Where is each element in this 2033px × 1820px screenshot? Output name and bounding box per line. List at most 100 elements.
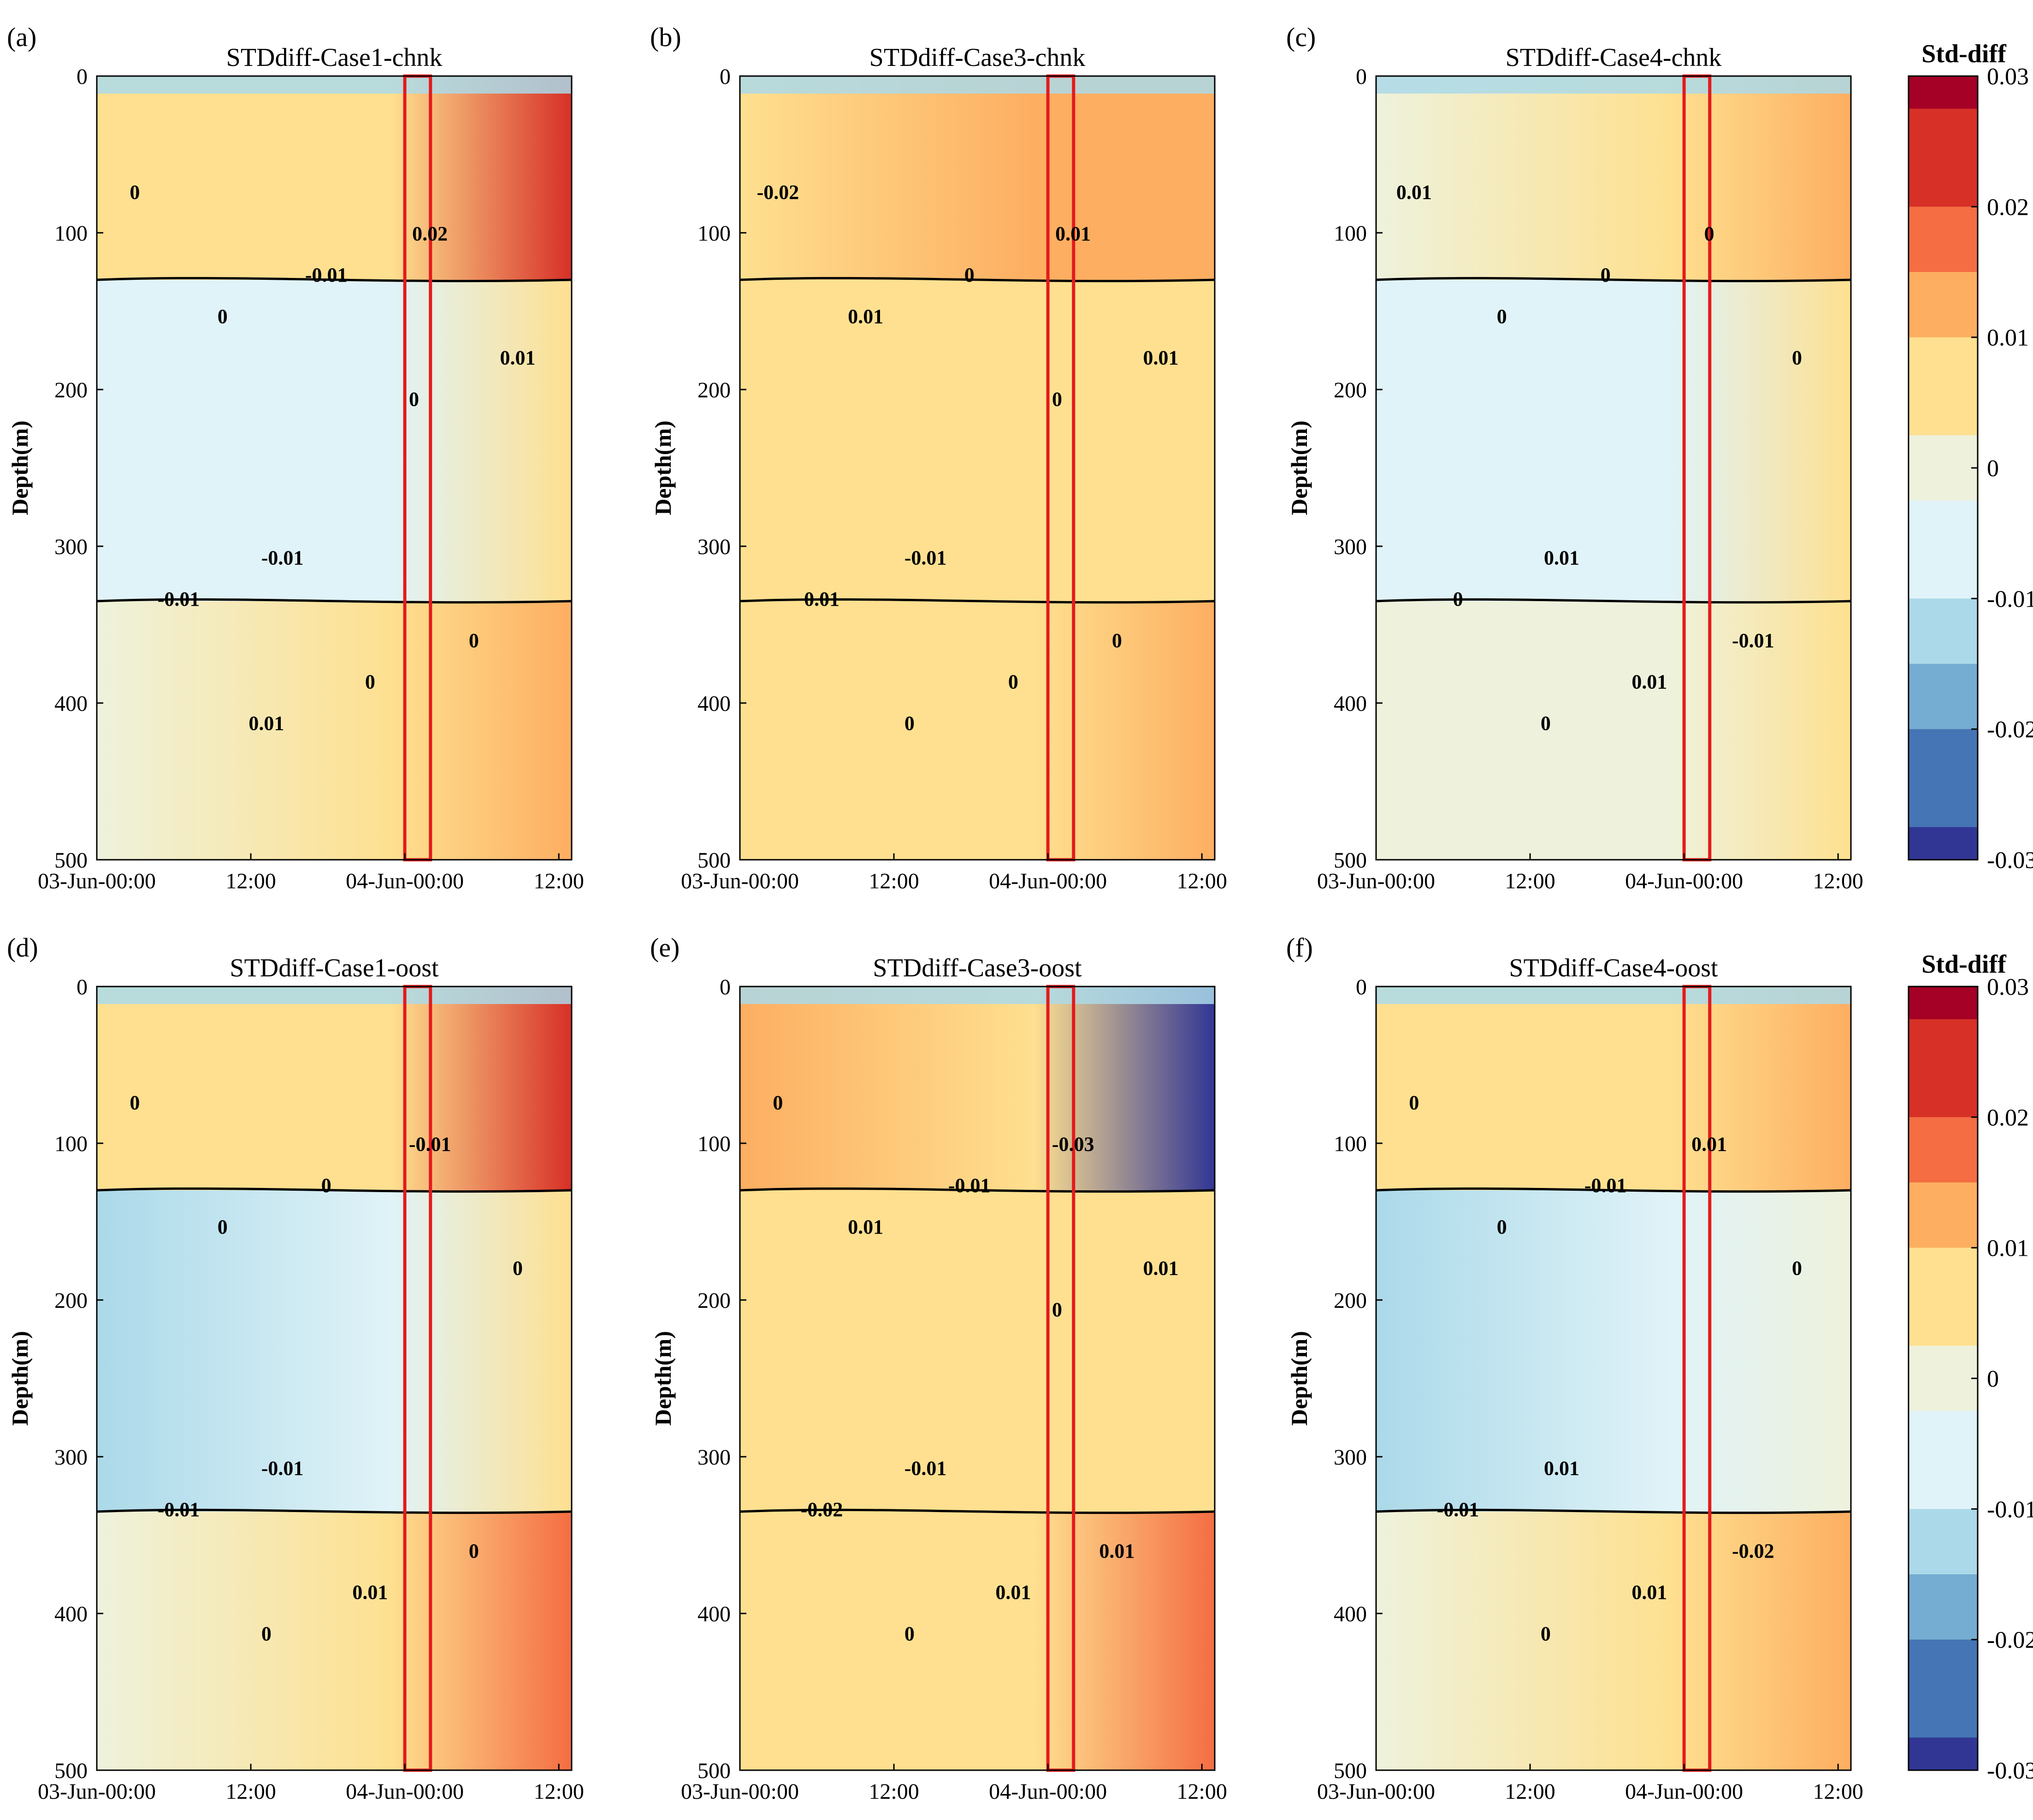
colorbar-swatch [1909, 435, 1978, 468]
contour-line [1376, 598, 1851, 604]
colorbar-swatch [1909, 1215, 1978, 1248]
panel-letter: (e) [650, 933, 680, 963]
contour-label: 0 [1008, 671, 1018, 693]
x-tick-label: 04-Jun-00:00 [346, 869, 464, 893]
colorbar-swatch [1909, 1084, 1978, 1118]
colorbar-swatch [1909, 566, 1978, 599]
colorbar-swatch [1909, 1705, 1978, 1738]
contour-label: 0 [964, 264, 975, 286]
contour-label: -0.01 [261, 1457, 304, 1479]
colorbar-swatch [1909, 1574, 1978, 1607]
contour-label: 0 [218, 1216, 228, 1238]
contour-label: -0.01 [409, 1133, 451, 1155]
y-tick-label: 200 [1334, 378, 1367, 402]
colorbar-tick-label: -0.01 [1987, 586, 2033, 612]
colorbar-swatch [1909, 1607, 1978, 1640]
contour-label: 0 [469, 629, 479, 652]
x-tick-label: 12:00 [1505, 1779, 1555, 1804]
surface-layer [97, 987, 572, 1004]
colorbar-tick-label: -0.03 [1987, 1758, 2033, 1784]
panel-letter: (d) [7, 933, 38, 963]
contour-label: 0 [365, 671, 375, 693]
surface-layer [97, 76, 572, 94]
x-tick-label: 03-Jun-00:00 [38, 869, 156, 893]
x-tick-label: 12:00 [533, 869, 584, 893]
contour-label: 0.01 [1544, 1457, 1579, 1479]
contour-label: 0.01 [1143, 1257, 1178, 1280]
colorbar-tick-label: 0.01 [1987, 325, 2029, 351]
colorbar-swatch [1909, 370, 1978, 403]
colorbar-swatch [1909, 1672, 1978, 1706]
contour-label: 0 [261, 1622, 272, 1645]
y-tick-label: 100 [1334, 1132, 1367, 1156]
heatmap-band [1376, 601, 1851, 860]
y-tick-label: 200 [54, 1288, 88, 1313]
contour-label: -0.01 [158, 1498, 200, 1521]
colorbar-swatch [1909, 598, 1978, 632]
y-tick-label: 200 [697, 378, 731, 402]
heatmap-field [740, 76, 1215, 860]
heatmap-band [740, 1512, 1215, 1770]
colorbar-swatch [1909, 500, 1978, 534]
y-tick-label: 0 [77, 65, 88, 89]
colorbar-swatch [1909, 76, 1978, 109]
x-tick-label: 12:00 [533, 1779, 584, 1804]
y-tick-label: 500 [1334, 848, 1367, 873]
contour-label: 0 [1792, 347, 1802, 369]
contour-label: -0.03 [1052, 1133, 1094, 1155]
contour-label: -0.01 [948, 1174, 991, 1197]
heatmap-field [1376, 76, 1851, 860]
colorbar-swatch [1909, 108, 1978, 142]
panel-letter: (f) [1286, 933, 1313, 963]
y-tick-label: 200 [697, 1288, 731, 1313]
colorbar-swatch [1909, 1346, 1978, 1379]
contour-label: 0.01 [1055, 222, 1091, 245]
heatmap-band [1376, 1190, 1851, 1512]
plot-frame [1375, 75, 1852, 861]
contour-label: 0 [513, 1257, 523, 1280]
contour-label: -0.02 [801, 1498, 843, 1521]
x-tick-label: 04-Jun-00:00 [1625, 869, 1743, 893]
colorbar-swatch [1909, 1737, 1978, 1771]
colorbar-tick-label: 0.03 [1987, 974, 2029, 1000]
surface-layer [1376, 987, 1851, 1004]
contour-line [740, 1187, 1215, 1193]
colorbar-swatch [1909, 1443, 1978, 1477]
contour-label: 0.02 [412, 222, 448, 245]
contour-label: -0.01 [305, 264, 348, 286]
colorbar-swatch [1909, 1052, 1978, 1085]
contour-label: 0 [321, 1174, 331, 1197]
heatmap-field [97, 76, 572, 860]
contour-label: 0 [1541, 1622, 1551, 1645]
colorbar-swatch [1909, 1476, 1978, 1510]
y-tick-label: 200 [54, 378, 88, 402]
y-tick-label: 100 [54, 221, 88, 246]
contour-line [740, 1508, 1215, 1514]
heatmap-band [97, 1512, 572, 1770]
heatmap-band [740, 1190, 1215, 1512]
y-tick-label: 400 [1334, 1602, 1367, 1626]
colorbar-swatch [1909, 1542, 1978, 1575]
y-tick-label: 500 [697, 848, 731, 873]
x-tick-label: 12:00 [1505, 869, 1555, 893]
contour-label: 0.01 [1631, 1581, 1667, 1604]
contour-label: -0.01 [904, 546, 947, 569]
y-tick-label: 0 [1356, 975, 1367, 999]
colorbar-swatch [1909, 762, 1978, 795]
heatmap-field [740, 987, 1215, 1770]
heatmap-field [97, 987, 572, 1770]
x-tick-label: 04-Jun-00:00 [989, 869, 1107, 893]
colorbar-swatch [1909, 207, 1978, 240]
chart-panel-a: 0 -0.01 0.02 -0.01 -0.01 0 0 0 0.01 0.01 0 STDdiff-… [7, 22, 584, 893]
contour-label: 0.01 [248, 712, 284, 734]
y-tick-label: 100 [54, 1132, 88, 1156]
contour-label: 0.01 [804, 588, 839, 610]
y-tick-label: 0 [77, 975, 88, 999]
heatmap-band [740, 987, 1215, 1190]
colorbar-swatch [1909, 631, 1978, 664]
y-tick-label: 400 [697, 691, 731, 716]
heatmap-band [740, 280, 1215, 601]
plot-frame [1375, 986, 1852, 1771]
panel-title: STDdiff-Case1-oost [230, 954, 439, 982]
contour-label: -0.02 [757, 181, 799, 204]
